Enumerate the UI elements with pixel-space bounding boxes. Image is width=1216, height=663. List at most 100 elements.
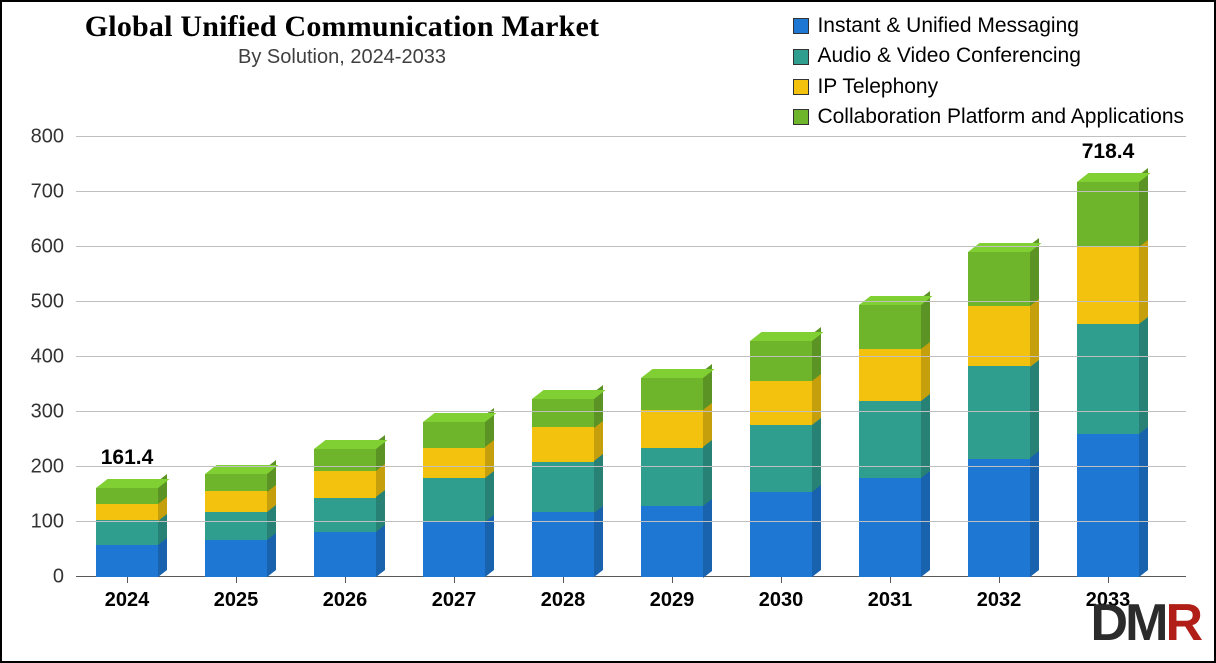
bar-segment-face [968,459,1030,577]
bar-segment-face [968,366,1030,458]
bar-segment-face [532,399,594,428]
bar-segment-face [423,478,485,522]
data-callout: 718.4 [1082,140,1135,164]
bar-segment [750,492,812,577]
legend-swatch-icon [793,18,809,34]
bar-segment-face [314,498,376,532]
bar-segment [423,422,485,447]
bar-segment-face [96,520,158,545]
x-tick [672,577,673,583]
bar-segment-face [205,512,267,540]
legend-label: Audio & Video Conferencing [817,42,1080,70]
bar-segment [205,512,267,540]
bar-segment-side [1139,310,1148,434]
bar-segment-face [859,478,921,577]
x-tick [781,577,782,583]
legend-item: Collaboration Platform and Applications [793,103,1184,131]
y-axis-label: 800 [31,126,64,149]
bar-segment [1077,434,1139,577]
legend-swatch-icon [793,109,809,125]
bar-segment [968,366,1030,458]
bar-segment [859,478,921,577]
y-axis-label: 200 [31,456,64,479]
bar-segment-face [314,471,376,497]
logo-letter-r: R [1165,593,1200,653]
bar-segment-face [641,378,703,410]
legend-label: Instant & Unified Messaging [817,12,1078,40]
bar-segment [532,399,594,428]
legend-swatch-icon [793,49,809,65]
title-block: Global Unified Communication Market By S… [62,10,622,69]
bars-container [76,137,1186,577]
plot-area: 0100200300400500600700800202420252026202… [76,137,1186,577]
grid-line [76,521,1186,522]
x-axis-label: 2030 [759,589,804,612]
bar-segment-top [532,390,606,399]
bar-segment [750,425,812,492]
x-tick [563,577,564,583]
logo-dmr: D M R [1091,593,1200,653]
legend: Instant & Unified MessagingAudio & Video… [793,12,1184,133]
bar-segment [750,341,812,381]
bar-segment-top [750,332,824,341]
y-axis-label: 400 [31,346,64,369]
bar-segment [314,449,376,471]
bar-segment-top [1077,173,1151,182]
legend-item: IP Telephony [793,73,1184,101]
legend-item: Instant & Unified Messaging [793,12,1184,40]
bar-segment [641,410,703,447]
bar-segment [968,306,1030,367]
y-axis-label: 700 [31,181,64,204]
legend-item: Audio & Video Conferencing [793,42,1184,70]
bar-segment-face [314,532,376,577]
bar-segment [96,520,158,545]
x-axis-label: 2026 [323,589,368,612]
bar-segment [968,459,1030,577]
grid-line [76,356,1186,357]
x-tick [890,577,891,583]
x-axis-label: 2032 [977,589,1022,612]
logo-letter-d: D [1091,593,1126,653]
x-axis-label: 2025 [214,589,259,612]
grid-line [76,411,1186,412]
bar-segment-face [1077,247,1139,324]
bar-segment-face [641,410,703,447]
y-axis-label: 500 [31,291,64,314]
bar-segment [532,462,594,513]
bar-segment-face [750,341,812,381]
y-axis-label: 300 [31,401,64,424]
bar-segment [205,540,267,577]
chart-subtitle: By Solution, 2024-2033 [62,46,622,69]
bar-segment [532,427,594,461]
bar-segment-face [859,305,921,349]
bar-segment [423,478,485,522]
bar-segment-top [968,243,1042,252]
bar-segment [641,378,703,410]
bar-segment [1077,247,1139,324]
chart-frame: Global Unified Communication Market By S… [0,0,1216,663]
bar-segment-face [968,252,1030,306]
bar-segment-face [314,449,376,471]
bar-segment-face [750,381,812,425]
legend-label: IP Telephony [817,73,938,101]
bar-segment-face [641,506,703,578]
y-axis-label: 600 [31,236,64,259]
bar-segment-side [921,387,930,478]
grid-line [76,246,1186,247]
bar-segment [96,504,158,521]
bar-segment [641,506,703,578]
bar-segment [205,474,267,492]
grid-line [76,301,1186,302]
bar-segment-face [968,306,1030,367]
bar-segment-face [423,448,485,478]
x-axis-label: 2024 [105,589,150,612]
bar-segment [314,471,376,497]
legend-swatch-icon [793,79,809,95]
bar-segment-face [641,448,703,506]
bar-segment-face [205,540,267,577]
bar-segment [314,498,376,532]
grid-line [76,136,1186,137]
x-tick [454,577,455,583]
bar-segment [205,491,267,512]
bar-segment-face [96,488,158,504]
